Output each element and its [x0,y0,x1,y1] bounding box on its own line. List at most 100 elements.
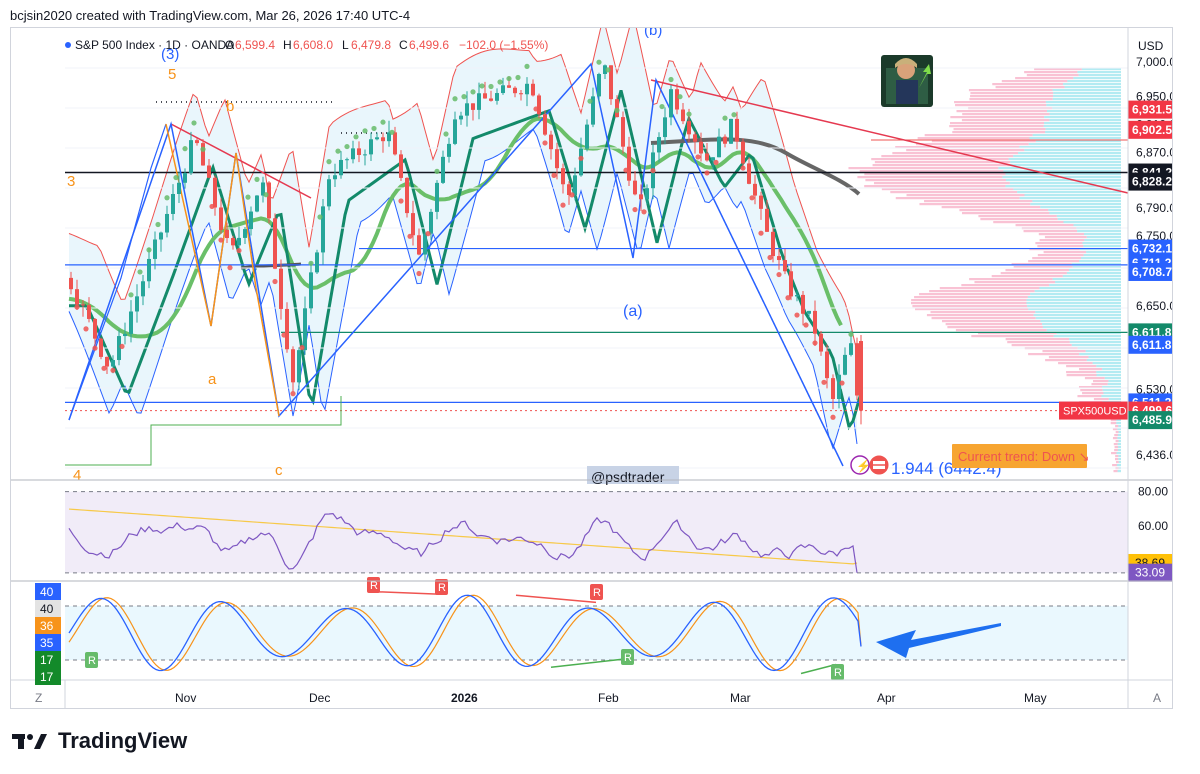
rsi-pane [65,491,1128,574]
candle-body [831,378,835,399]
td-marker [551,172,557,178]
candle-body [543,114,547,135]
candle-body [255,195,259,212]
osc-left-badge-label: 40 [40,585,54,599]
step-line [65,396,342,466]
candle-body [555,149,559,169]
candle-body [159,232,163,240]
chart-canvas[interactable]: S&P 500 Index · 1D · OANDA O 6,599.4 H 6… [11,28,1172,708]
td-marker [470,89,476,95]
candle-body [423,233,427,255]
td-marker [200,146,206,152]
candle-body [501,85,505,94]
candle-body [99,338,103,357]
candle-body [573,175,577,196]
trend-label-box [952,444,1087,468]
td-marker [335,148,341,154]
candle-body [537,95,541,115]
candle-body [249,211,253,230]
svg-text:⚡: ⚡ [856,459,871,473]
zoom-button[interactable]: Z [35,691,42,705]
osc-left-badge [35,583,61,600]
td-marker [623,167,629,173]
candle-body [369,139,373,155]
td-marker [767,254,773,261]
stochastic-left-badges: 40 40 36 35 17 17 [35,583,61,685]
td-marker [740,165,746,171]
candle-body [183,173,187,183]
td-marker [218,237,224,243]
candle-body [681,109,685,122]
symbol-tag-label: SPX500USD [1063,406,1127,418]
candle-body [813,310,817,334]
candle-body [243,229,247,238]
candle-body [225,229,229,239]
td-marker [434,168,440,174]
candle-body [759,195,763,209]
signal-marker-label: R [834,667,842,679]
candle-body [633,180,637,195]
bear-div-1 [372,590,442,596]
candle-body [627,146,631,181]
price-badge [1128,120,1172,139]
candle-body [549,134,553,150]
candle-body [717,136,721,158]
candle-body [741,141,745,164]
td-marker [488,83,494,90]
downtrend-line [650,79,1129,194]
td-marker [839,380,845,386]
candle-body [315,252,319,273]
candle-body [207,165,211,178]
td-marker [569,192,575,198]
candle-body [855,343,859,396]
td-marker [668,76,674,83]
td-marker [119,343,125,350]
td-marker [524,63,530,70]
td-marker [533,106,539,112]
candle-body [435,182,439,212]
td-marker [128,292,134,298]
osc-left-badge [35,600,61,617]
td-marker [587,98,593,104]
candle-body [519,93,523,95]
candle-body [639,194,643,200]
candle-body [375,137,379,140]
candle-body [189,140,193,174]
candle-body [621,117,625,147]
candle-body [507,85,511,88]
price-badge-label: 6,708.7 [1132,265,1172,279]
time-label-may: May [1024,691,1047,705]
rsi-badge [1128,563,1172,582]
candle-body [279,268,283,309]
td-marker [461,94,467,100]
time-label-2026: 2026 [451,691,478,705]
td-marker [83,326,89,332]
price-badge [1128,100,1172,119]
wave-label-a: a [208,371,217,388]
horizontal-levels [65,79,1129,466]
candle-body [135,296,139,312]
candle-body [819,333,823,352]
td-marker [758,230,764,236]
price-axis: USD7,000.06,950.06,910.06,870.06,830.06,… [1059,28,1172,680]
candle-body [699,141,703,154]
osc-left-badge-label: 35 [40,636,54,650]
candle-body [399,154,403,178]
td-marker [632,206,638,213]
candle-body [303,308,307,351]
legend-high: 6,608.0 [293,38,333,52]
currency-label: USD [1138,39,1164,53]
td-marker [245,194,251,200]
td-marker [542,140,548,146]
chart-frame[interactable]: S&P 500 Index · 1D · OANDA O 6,599.4 H 6… [10,27,1173,709]
candle-body [363,154,367,156]
td-marker [794,312,800,318]
candle-body [807,310,811,314]
candle-body [789,271,793,297]
signal-marker-label: R [438,582,446,594]
legend-high-label: H [283,38,292,52]
osc-left-badge [35,668,61,685]
td-marker [281,332,287,338]
auto-scale-button[interactable]: A [1153,691,1161,705]
price-badge [1128,262,1172,281]
